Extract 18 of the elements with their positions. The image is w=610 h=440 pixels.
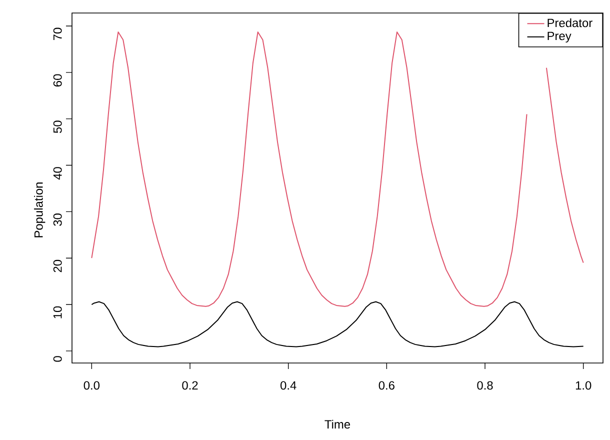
x-tick-label: 0.2 [182,381,198,390]
x-tick-label: 0.8 [477,381,493,390]
y-tick-label: 10 [53,306,62,318]
y-tick-label: 30 [53,213,62,226]
x-tick-label: 0.6 [378,381,394,390]
x-axis-title: Time [324,420,350,429]
y-axis-title: Population [34,182,46,238]
x-tick-label: 0.0 [84,381,100,390]
x-tick-label: 0.4 [280,381,296,390]
legend-label: Predator [548,18,592,28]
y-tick-label: 50 [53,120,62,133]
y-tick-label: 40 [53,167,62,180]
y-tick-label: 70 [53,28,62,40]
x-tick-label: 1.0 [576,381,592,390]
y-tick-label: 0 [53,356,62,362]
y-tick-label: 20 [53,260,62,272]
y-tick-label: 60 [53,74,62,86]
legend-label: Prey [548,32,572,43]
